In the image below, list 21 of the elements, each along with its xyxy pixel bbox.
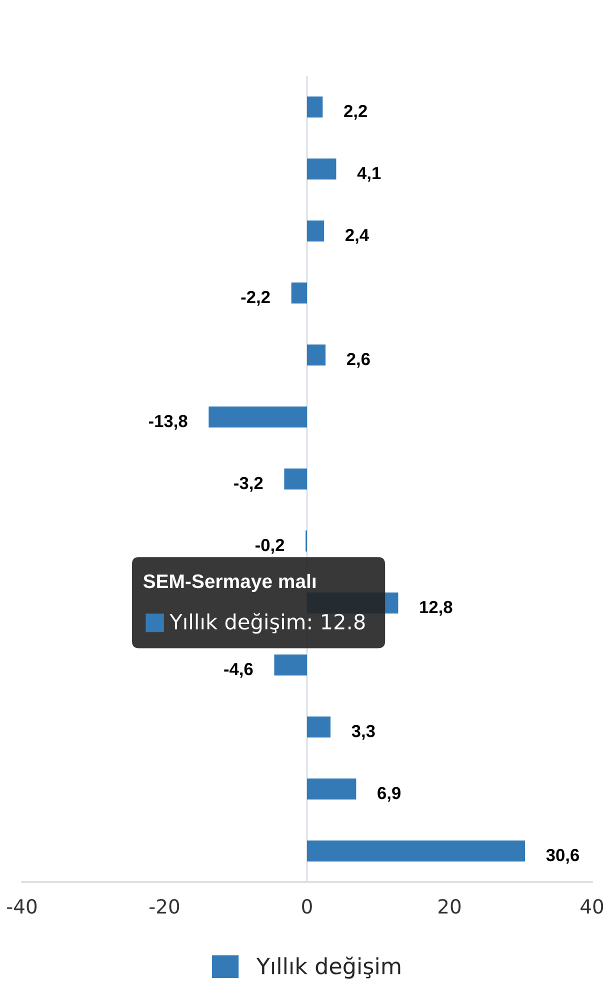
data-label: -4,6 (224, 662, 253, 678)
data-label: 12,8 (420, 600, 452, 616)
data-label: 2,6 (346, 352, 370, 368)
data-label: 3,3 (352, 724, 375, 740)
data-label: 6,9 (378, 786, 400, 802)
annotation: Yıllık değişim: 12.8 (170, 612, 365, 634)
data-label: 30,6 (546, 848, 580, 864)
data-label: -13,8 (148, 414, 188, 430)
x-tick-label: -20 (150, 899, 180, 914)
x-tick-label: 20 (438, 899, 461, 914)
data-label: -0,2 (256, 538, 284, 554)
data-label: -3,2 (234, 476, 263, 492)
annotation: SEM-Sermaye malı (143, 574, 316, 592)
legend-label: Yıllık değişim (256, 956, 400, 979)
x-tick-label: 0 (302, 899, 312, 914)
data-label: 4,1 (357, 167, 381, 182)
x-tick-label: -40 (7, 899, 37, 914)
data-label: -2,2 (241, 290, 270, 306)
data-label: 2,4 (346, 228, 369, 244)
data-label: 2,2 (344, 104, 367, 120)
x-tick-label: 40 (580, 899, 604, 914)
